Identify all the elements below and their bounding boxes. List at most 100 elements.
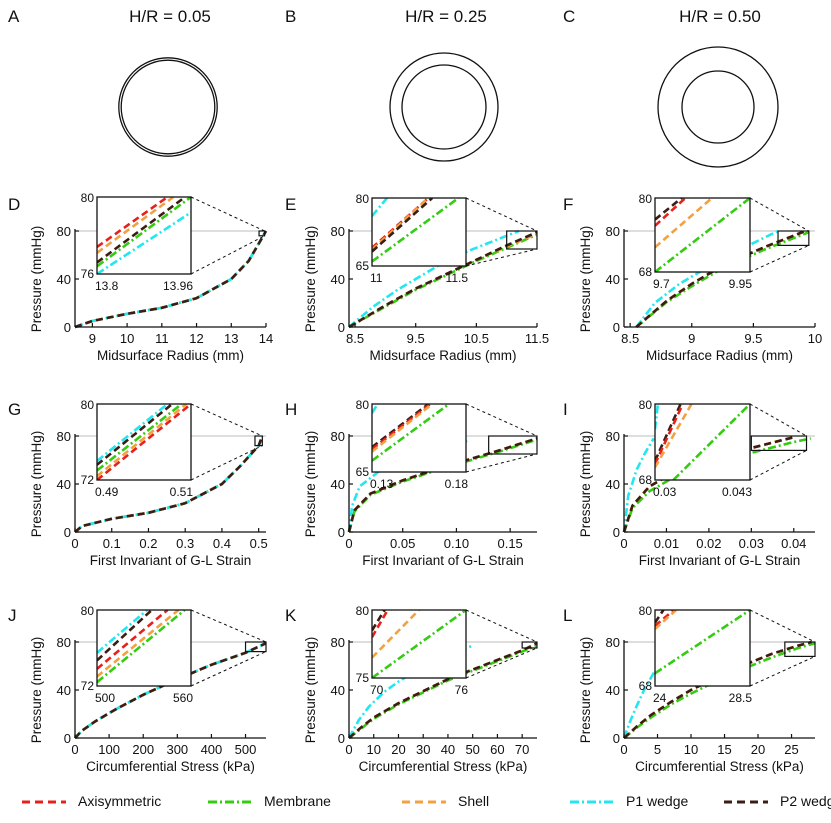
zoom-region-box	[521, 641, 538, 649]
inset-frame	[371, 197, 467, 267]
inset-series-line-p2wedge	[655, 198, 683, 221]
inset-y-label: 68	[639, 473, 653, 487]
legend: Axisymmetric Membrane Shell P1 wedge P2 wedg…	[22, 793, 831, 809]
x-tick-label: 9.5	[407, 331, 425, 346]
x-tick-label: 0.1	[103, 536, 121, 551]
inset-frame	[654, 197, 751, 273]
legend-item-shell: Shell	[402, 793, 489, 809]
inset-frame	[96, 403, 192, 481]
zoom-connector-line	[190, 609, 267, 643]
zoom-connector-line	[749, 197, 810, 232]
zoom-region-box	[258, 230, 266, 237]
zoom-connector-line	[465, 248, 538, 267]
x-tick-label: 0.2	[139, 536, 157, 551]
inset-series-line-p2wedge	[372, 610, 386, 632]
inner-wall-circle	[120, 59, 216, 155]
inset-series-line-axisymmetric	[655, 404, 684, 465]
inset-series-line-shell	[97, 197, 175, 254]
panel-title: H/R = 0.50	[679, 7, 761, 26]
inset-background	[97, 610, 191, 686]
panel-letter: J	[8, 606, 17, 625]
inset-y-label: 80	[639, 398, 653, 412]
panel-letter: L	[563, 606, 572, 625]
chart-panel-i: I 0 0.01 0.02 0.03 0.04 0 40 80 First Invariant o…	[563, 398, 815, 568]
inset-series-line-axisymmetric	[372, 610, 389, 638]
outer-wall-circle	[118, 57, 218, 157]
inset-y-label: 80	[639, 604, 653, 618]
inset-frame	[96, 609, 192, 687]
panel-letter: A	[8, 7, 20, 26]
inset-x-label: 0.49	[95, 485, 119, 499]
outer-wall-circle	[389, 52, 499, 162]
panel-letter: H	[285, 400, 297, 419]
inset-frame	[371, 403, 467, 473]
legend-item-p2wedge: P2 wedge	[724, 793, 831, 809]
y-tick-label: 40	[606, 272, 620, 287]
chart-panel-d: D 9 10 11 12 13 14 0 40 80 Midsurface Radius (mm) P…	[8, 191, 273, 363]
y-tick-label: 80	[331, 635, 345, 650]
inset-series-line-membrane	[97, 197, 191, 268]
zoom-connector-line	[465, 453, 538, 473]
y-tick-label: 40	[57, 272, 71, 287]
zoom-connector-line	[749, 609, 816, 643]
x-tick-label: 0.01	[654, 536, 679, 551]
chart-panel-e: E 8.5 9.5 10.5 11.5 0 40 80 Midsurface Radius (m…	[285, 192, 549, 363]
geometry-panel-b: B H/R = 0.25	[285, 7, 499, 162]
x-axis-label: First Invariant of G-L Strain	[90, 553, 252, 568]
inset-plot: 80 680.03 0.043	[639, 398, 753, 499]
x-tick-label: 10	[367, 742, 381, 757]
inset-y-label: 80	[356, 192, 370, 206]
x-axis-label: Midsurface Radius (mm)	[369, 348, 516, 363]
inset-y-label: 80	[81, 604, 95, 618]
inset-series-line-shell	[372, 198, 430, 251]
inset-series-line-axisymmetric	[655, 610, 675, 627]
inset-series-line-axisymmetric	[97, 197, 169, 249]
inset-series-line-membrane	[372, 610, 466, 678]
series-line-p2wedge	[74, 230, 268, 329]
inset-series-line-shell	[372, 404, 434, 453]
inset-series-line-p2wedge	[372, 198, 434, 253]
panel-letter: E	[285, 195, 296, 214]
inset-series-line-shell	[97, 610, 180, 678]
legend-label: Membrane	[264, 793, 331, 809]
inset-x-label: 0.03	[653, 485, 677, 499]
x-axis-label: Circumferential Stress (kPa)	[86, 759, 255, 774]
inset-y-label: 65	[356, 259, 370, 273]
y-tick-label: 0	[613, 731, 620, 746]
x-tick-label: 11	[155, 331, 169, 346]
inset-background	[372, 198, 466, 266]
legend-label: Axisymmetric	[78, 793, 161, 809]
x-tick-label: 400	[201, 742, 223, 757]
x-tick-label: 500	[235, 742, 257, 757]
panel-letter: D	[8, 195, 20, 214]
zoom-connector-line	[465, 197, 538, 232]
zoom-connector-line	[465, 647, 538, 679]
x-tick-label: 0.5	[250, 536, 268, 551]
inset-y-label: 80	[81, 191, 95, 205]
inset-series-line-membrane	[655, 198, 750, 272]
inset-series-line-shell	[655, 404, 693, 468]
y-tick-label: 0	[338, 731, 345, 746]
chart-panel-f: F 8.5 9 9.5 10 0 40 80 Midsurface Radius (mm) Pre…	[563, 192, 822, 363]
x-tick-label: 15	[717, 742, 731, 757]
inset-series-line-p1wedge	[97, 610, 148, 654]
inset-x-label: 11.5	[446, 271, 469, 285]
zoom-connector-line	[190, 235, 265, 275]
zoom-connector-line	[190, 196, 265, 232]
y-axis-label: Pressure (mmHg)	[29, 431, 44, 538]
series-line-p1wedge	[348, 229, 520, 328]
legend-label: Shell	[458, 793, 489, 809]
y-tick-label: 40	[57, 683, 71, 698]
zoom-region-box	[750, 435, 808, 451]
y-axis-label: Pressure (mmHg)	[29, 226, 44, 333]
inset-y-label: 80	[81, 398, 95, 412]
outer-wall-circle	[657, 46, 779, 168]
x-tick-label: 8.5	[346, 331, 364, 346]
inset-y-label: 75	[356, 671, 370, 685]
inset-plot: 80 689.7 9.95	[639, 192, 753, 291]
legend-item-p1wedge: P1 wedge	[570, 793, 688, 809]
inset-x-label: 0.13	[370, 477, 394, 491]
inset-y-label: 76	[81, 267, 95, 281]
y-axis-label: Pressure (mmHg)	[303, 637, 318, 744]
